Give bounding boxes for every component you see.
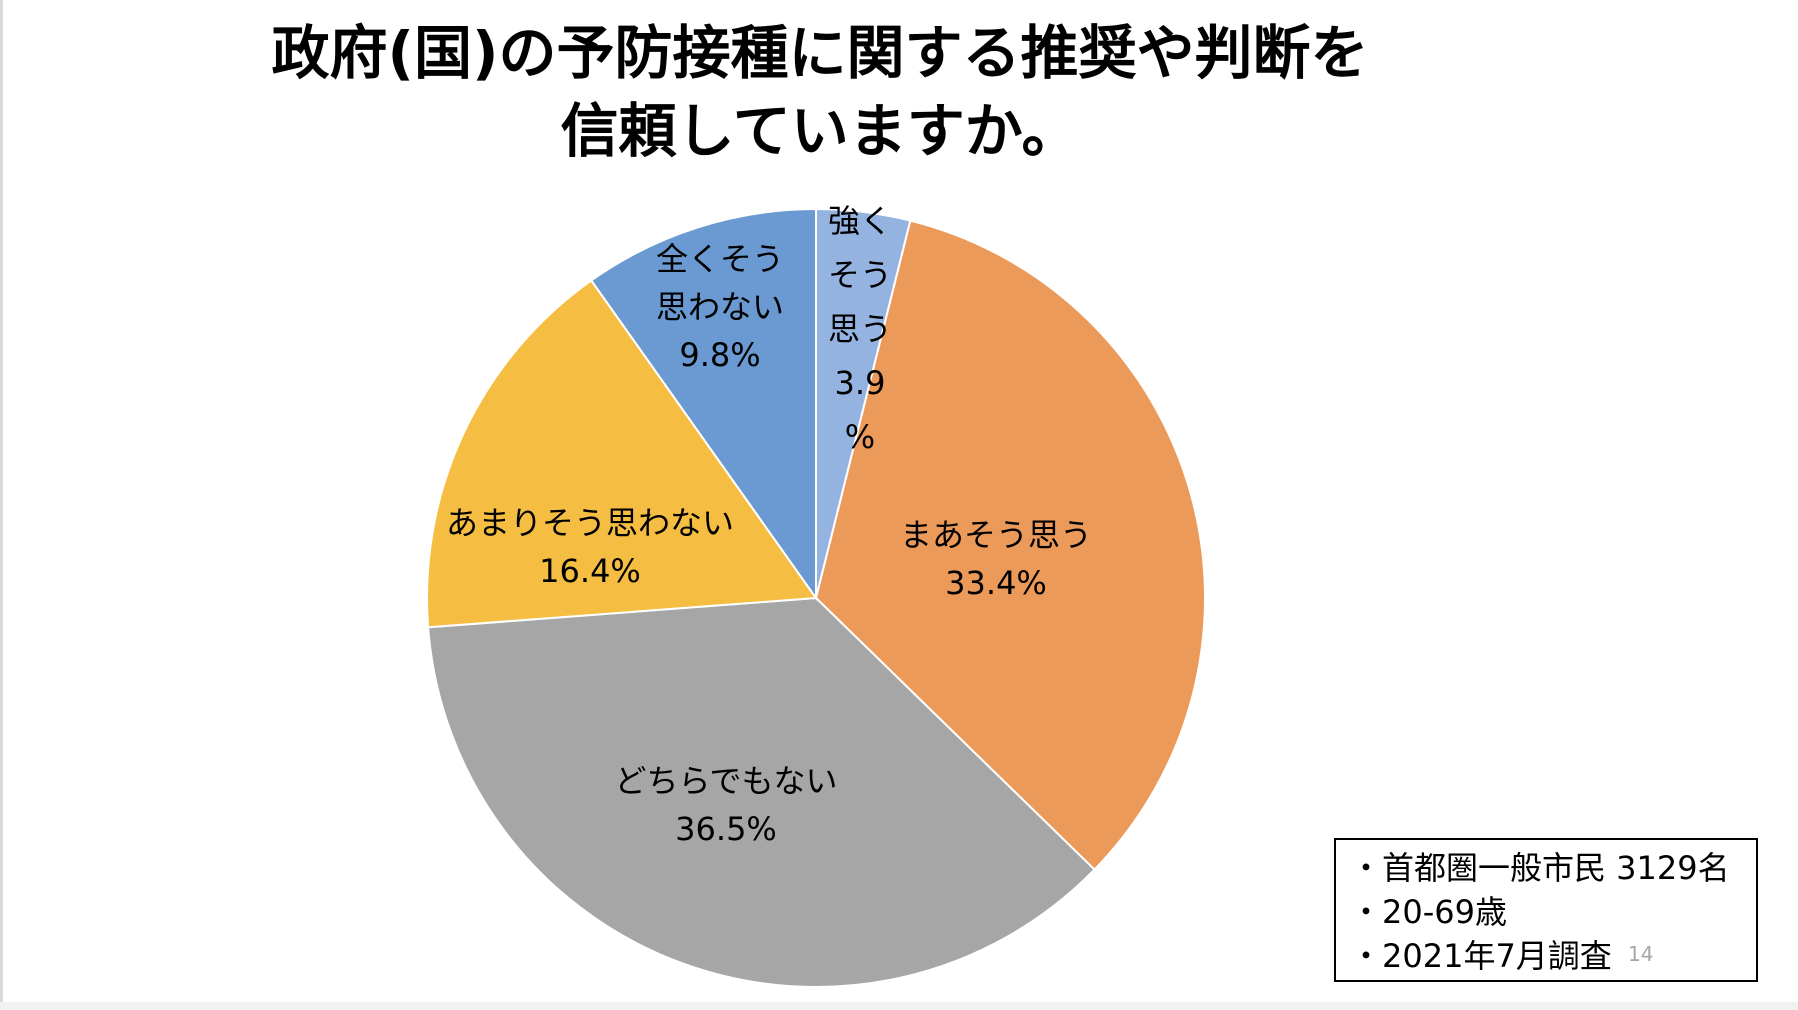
pie-slice-strongly-disagree: [589, 207, 817, 602]
chart-title: 政府(国)の予防接種に関する推奨や判断を 信頼していますか。: [140, 14, 1500, 170]
data-label-somewhat-disagree-line-2: 16.4%: [539, 552, 641, 590]
data-label-somewhat-agree-line-2: 33.4%: [945, 564, 1047, 602]
data-label-strongly-disagree-line-1: 全くそう: [656, 240, 784, 278]
data-label-strongly-disagree-line-2: 思わない: [656, 288, 784, 326]
data-label-somewhat-disagree: あまりそう思わない 16.4%: [446, 504, 734, 590]
pie-slice-somewhat-agree: [814, 219, 1206, 872]
data-label-strongly-agree-line-3: 思う: [828, 310, 892, 348]
note-survey-date: ・2021年7月調査: [1350, 937, 1612, 975]
data-label-strongly-agree: 強くそう思う 3.9%: [828, 202, 892, 456]
page-number: 14: [1628, 942, 1654, 966]
data-label-strongly-agree-line-4: 3.9: [835, 364, 886, 402]
data-label-strongly-agree-line-2: そう: [828, 256, 892, 294]
data-label-neutral-line-2: 36.5%: [675, 810, 777, 848]
data-label-somewhat-disagree-line-1: あまりそう思わない: [446, 504, 734, 542]
data-label-strongly-disagree-line-3: 9.8%: [679, 336, 760, 374]
data-label-strongly-agree-line-1: 強く: [828, 202, 892, 240]
data-label-somewhat-agree-line-1: まあそう思う: [900, 516, 1092, 554]
data-label-neutral-line-1: どちらでもない: [614, 762, 837, 800]
note-respondents: ・首都圏一般市民 3129名: [1350, 849, 1730, 887]
pie-slice-somewhat-disagree: [426, 279, 818, 629]
data-label-somewhat-agree: まあそう思う 33.4%: [900, 516, 1092, 602]
pie-slices: [426, 207, 1206, 988]
note-age-range: ・20-69歳: [1350, 893, 1507, 931]
data-label-neutral: どちらでもない 36.5%: [614, 762, 837, 848]
slide-bottom-border: [0, 1002, 1798, 1010]
pie-labels: 強くそう思う 3.9 % まあそう思う 33.4% どちらでもない 36.5% あまりそう思わ…: [446, 202, 1092, 848]
survey-notes-box: ・首都圏一般市民 3129名 ・20-69歳 ・2021年7月調査: [1334, 838, 1758, 982]
data-label-strongly-disagree: 全くそう思わない 9.8%: [656, 240, 784, 374]
chart-title-line-2: 信頼していますか。: [560, 97, 1080, 165]
slide-left-border: [0, 0, 3, 1010]
pie-slice-neutral: [427, 596, 1096, 988]
chart-title-line-1: 政府(国)の予防接種に関する推奨や判断を: [271, 19, 1369, 87]
data-label-strongly-agree-line-5: %: [845, 418, 875, 456]
